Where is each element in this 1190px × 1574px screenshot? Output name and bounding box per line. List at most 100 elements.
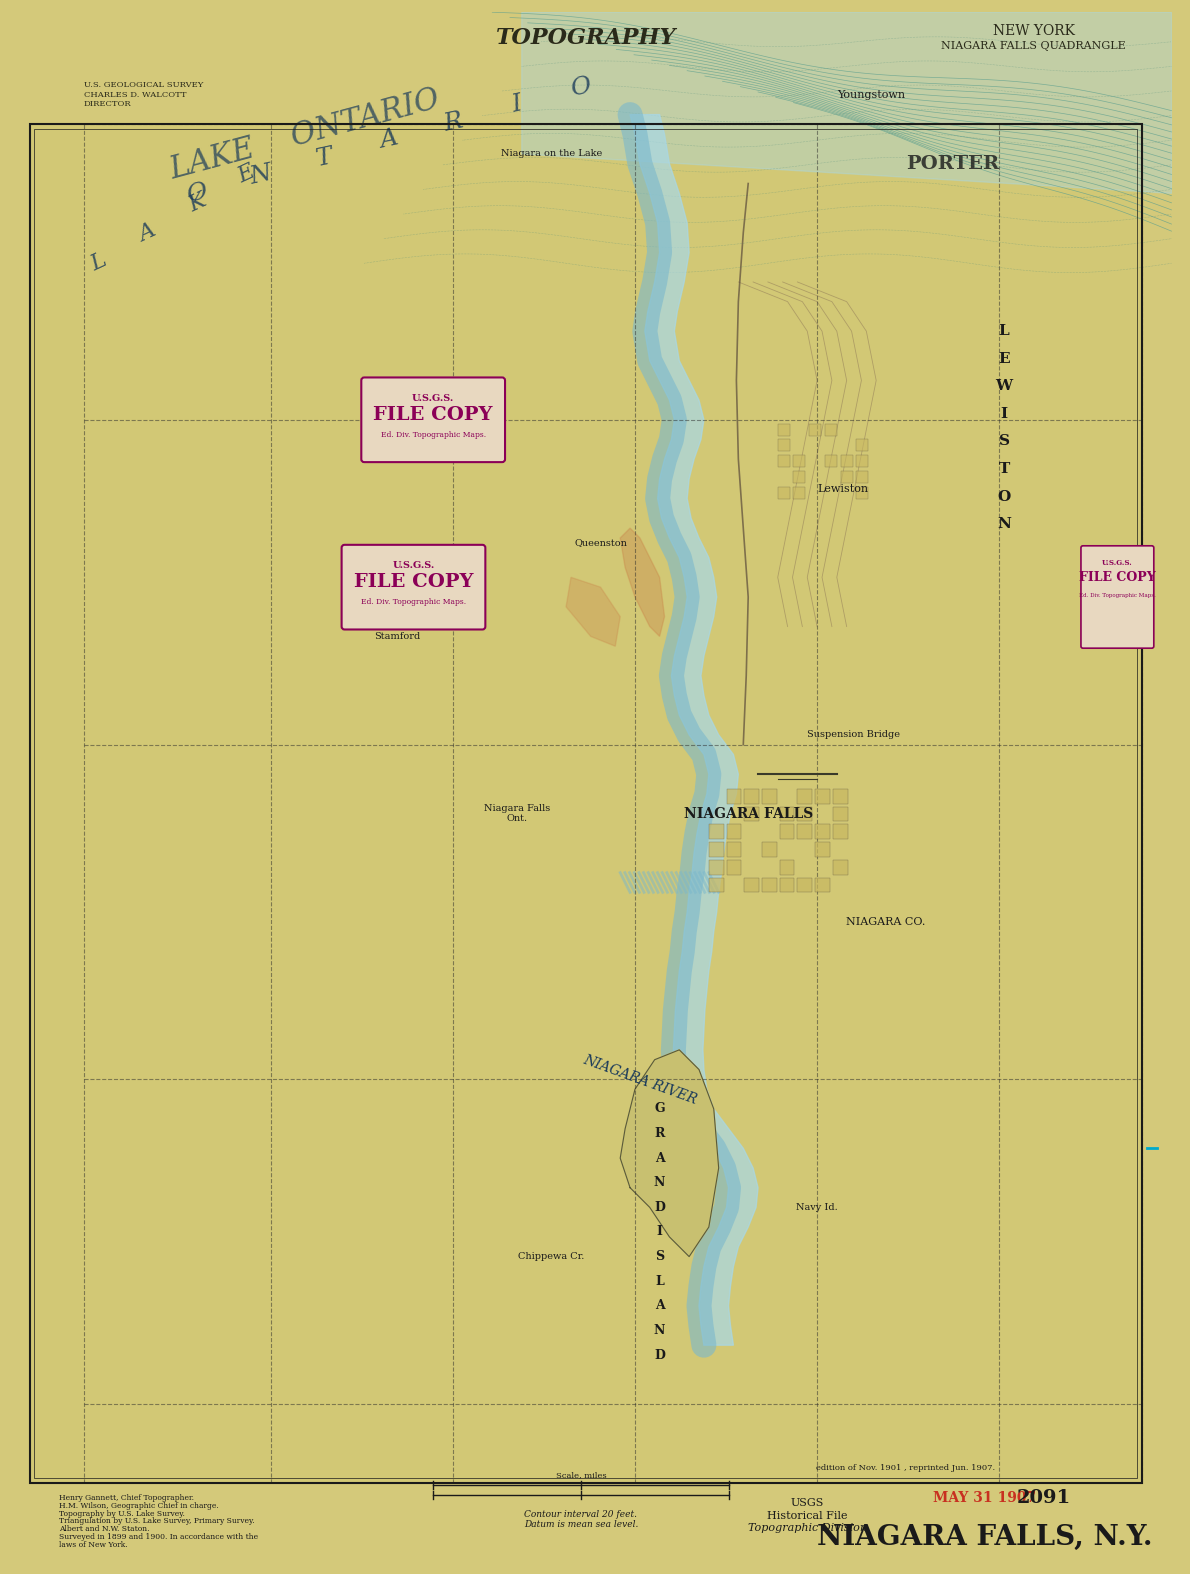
Text: Scale, miles: Scale, miles [556,1472,606,1480]
Bar [778,455,789,467]
Bar [779,859,795,875]
Bar [815,789,829,804]
Text: NIAGARA FALLS: NIAGARA FALLS [683,806,813,820]
Bar [727,842,741,856]
Text: T: T [998,463,1010,475]
Text: U.S.G.S.: U.S.G.S. [1102,559,1133,567]
Text: A: A [136,219,159,246]
Bar [794,471,806,483]
Bar [762,789,777,804]
Bar [815,878,829,892]
Bar [815,825,829,839]
Text: L: L [656,1275,664,1288]
Text: K: K [184,190,209,217]
Text: NIAGARA CO.: NIAGARA CO. [846,918,926,927]
FancyBboxPatch shape [342,545,486,630]
Text: 2091: 2091 [1016,1489,1071,1506]
Bar [727,859,741,875]
Text: N: N [997,518,1011,530]
Bar [841,471,852,483]
Bar [709,842,724,856]
Bar [30,124,1142,1483]
Bar [779,878,795,892]
Bar [825,423,837,436]
FancyBboxPatch shape [1081,546,1154,648]
Text: Topographic Division: Topographic Division [747,1524,866,1533]
Text: L: L [998,324,1009,338]
Bar [857,439,869,452]
Text: FILE COPY: FILE COPY [374,406,493,423]
Text: Ed. Div. Topographic Maps.: Ed. Div. Topographic Maps. [1079,592,1155,598]
Text: Triangulation by U.S. Lake Survey, Primary Survey.: Triangulation by U.S. Lake Survey, Prima… [60,1517,255,1525]
Text: Surveyed in 1899 and 1900. In accordance with the: Surveyed in 1899 and 1900. In accordance… [60,1533,258,1541]
Text: USGS: USGS [790,1498,823,1508]
Text: Albert and N.W. Staton.: Albert and N.W. Staton. [60,1525,150,1533]
Text: A: A [654,1299,664,1313]
Bar [762,878,777,892]
Text: Suspension Bridge: Suspension Bridge [807,730,901,740]
Text: O: O [569,74,594,101]
Text: FILE COPY: FILE COPY [353,573,474,592]
Text: S: S [998,434,1009,449]
Text: N: N [654,1324,665,1336]
Text: A: A [654,1152,664,1165]
Bar [833,859,847,875]
Text: edition of Nov. 1901 , reprinted Jun. 1907.: edition of Nov. 1901 , reprinted Jun. 19… [816,1464,995,1472]
Bar [779,825,795,839]
Polygon shape [521,13,1171,194]
Bar [744,789,759,804]
Bar [779,807,795,822]
Text: O: O [184,179,209,206]
Text: T: T [314,145,336,172]
Text: CHARLES D. WALCOTT: CHARLES D. WALCOTT [83,91,186,99]
Text: E: E [998,351,1010,365]
Text: Ed. Div. Topographic Maps.: Ed. Div. Topographic Maps. [381,431,486,439]
Text: Niagara on the Lake: Niagara on the Lake [501,150,602,159]
Text: D: D [654,1349,665,1362]
Text: Queenston: Queenston [574,538,627,548]
Text: O: O [997,490,1010,504]
Text: I: I [657,1226,663,1239]
Text: Datum is mean sea level.: Datum is mean sea level. [524,1520,638,1528]
Text: Navy Id.: Navy Id. [796,1203,838,1212]
Text: NIAGARA FALLS QUADRANGLE: NIAGARA FALLS QUADRANGLE [941,41,1126,50]
Text: S: S [654,1250,664,1262]
Text: U.S.G.S.: U.S.G.S. [412,394,455,403]
Text: G: G [654,1102,665,1116]
FancyBboxPatch shape [362,378,505,463]
Bar [857,455,869,467]
Text: A: A [377,127,400,153]
Text: LAKE    ONTARIO: LAKE ONTARIO [167,83,444,186]
Text: NEW YORK: NEW YORK [992,24,1075,38]
Bar [797,807,813,822]
Bar [744,878,759,892]
Bar [825,455,837,467]
Text: NIAGARA FALLS, N.Y.: NIAGARA FALLS, N.Y. [816,1524,1152,1550]
Text: Youngstown: Youngstown [837,90,904,99]
Bar [841,455,852,467]
Bar [778,486,789,499]
Bar [778,439,789,452]
Bar [815,842,829,856]
Bar [794,455,806,467]
Text: PORTER: PORTER [906,154,998,173]
Text: I: I [1001,408,1008,420]
Bar [797,825,813,839]
Polygon shape [566,578,620,647]
Text: Topography by U.S. Lake Survey.: Topography by U.S. Lake Survey. [60,1509,184,1517]
Bar [797,789,813,804]
Text: Niagara Falls
Ont.: Niagara Falls Ont. [483,804,550,823]
Text: FILE COPY: FILE COPY [1079,571,1155,584]
Bar [709,859,724,875]
Text: H.M. Wilson, Geographic Chief in charge.: H.M. Wilson, Geographic Chief in charge. [60,1502,219,1509]
Bar [727,789,741,804]
Polygon shape [620,529,664,636]
Bar [794,486,806,499]
Text: laws of New York.: laws of New York. [60,1541,127,1549]
Polygon shape [630,115,758,1346]
Text: U.S.G.S.: U.S.G.S. [393,560,434,570]
Text: Ed. Div. Topographic Maps.: Ed. Div. Topographic Maps. [361,598,466,606]
Text: Lewiston: Lewiston [818,483,869,494]
Text: Chippewa Cr.: Chippewa Cr. [518,1251,584,1261]
Bar [727,825,741,839]
